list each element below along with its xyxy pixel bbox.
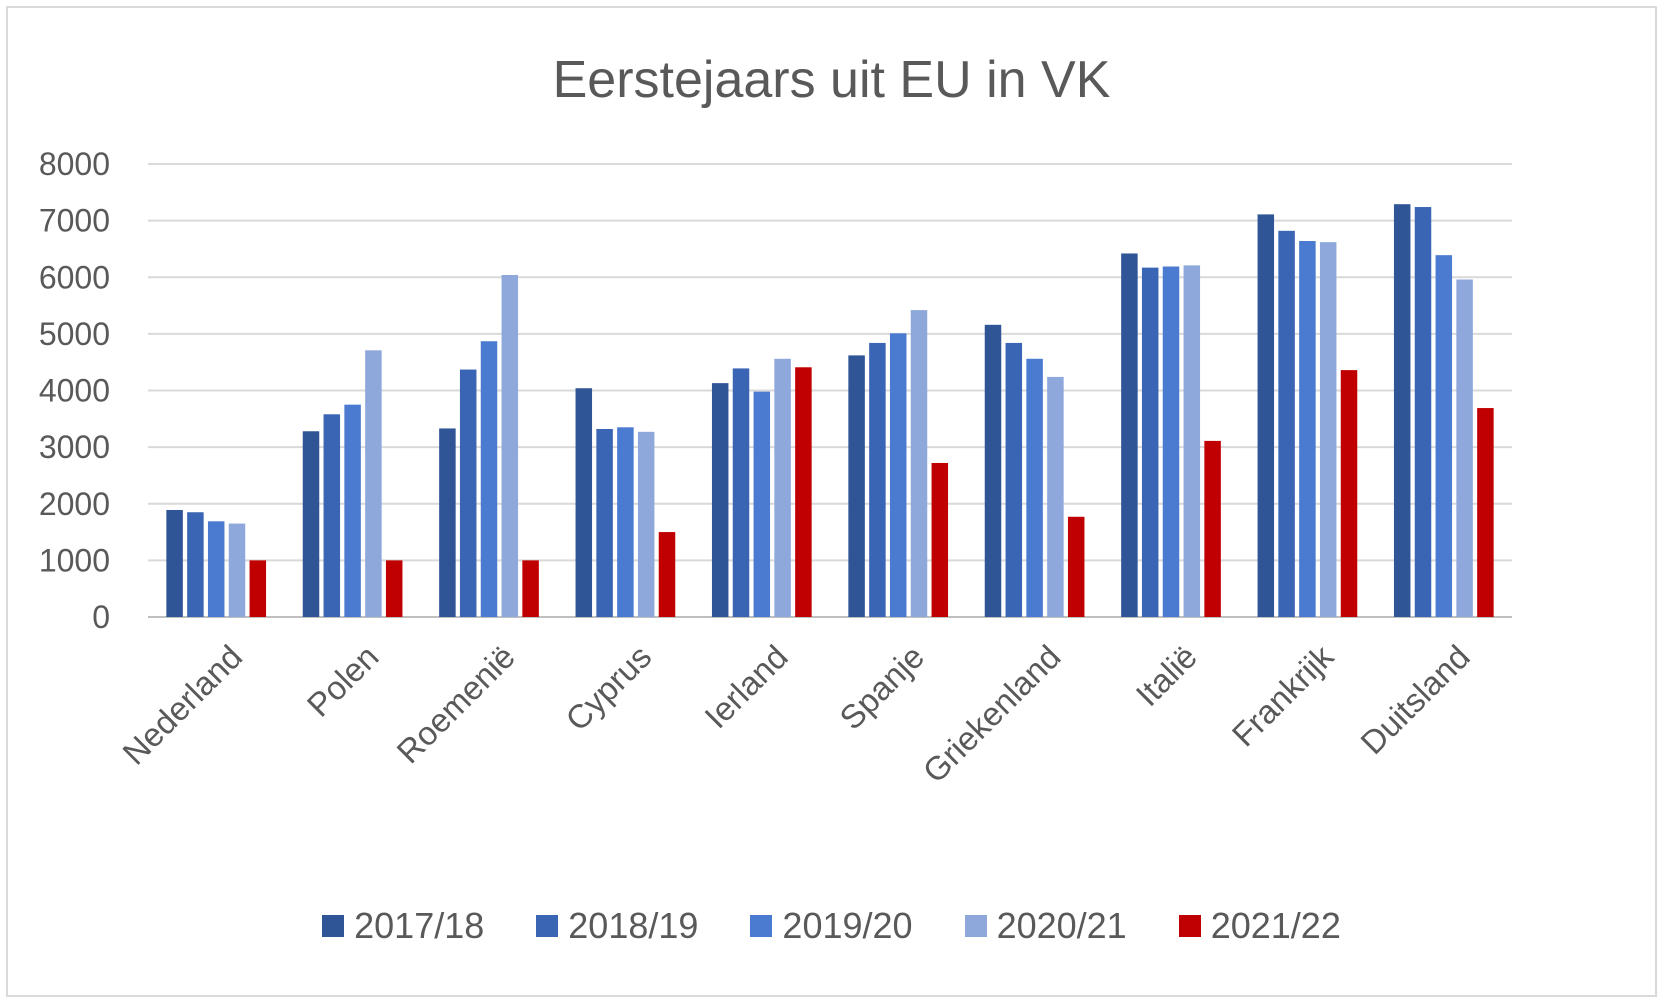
bar bbox=[711, 383, 729, 617]
x-category-label: Griekenland bbox=[916, 638, 1068, 790]
y-tick-label: 3000 bbox=[39, 429, 110, 465]
bar bbox=[1278, 230, 1295, 617]
bar bbox=[1005, 342, 1023, 617]
legend-label: 2017/18 bbox=[354, 905, 485, 946]
legend-swatch bbox=[1178, 915, 1201, 937]
bar bbox=[658, 532, 676, 617]
chart-legend: 2017/18 2018/19 2019/20 2020/21 2021/22 bbox=[0, 905, 1663, 947]
x-category-label: Duitsland bbox=[1353, 638, 1476, 761]
bar bbox=[480, 341, 498, 617]
bar bbox=[1477, 408, 1494, 617]
legend-swatch bbox=[750, 915, 773, 937]
bar bbox=[848, 355, 865, 617]
bar bbox=[207, 521, 225, 617]
bar bbox=[732, 368, 750, 617]
bar bbox=[187, 512, 204, 617]
bar bbox=[166, 509, 183, 617]
bar bbox=[1414, 207, 1432, 617]
bar bbox=[1162, 266, 1180, 617]
bar bbox=[1183, 265, 1201, 617]
bar bbox=[1067, 516, 1085, 617]
bar bbox=[302, 431, 320, 617]
x-category-label: Roemenië bbox=[389, 638, 522, 771]
bar bbox=[774, 358, 791, 617]
legend-item: 2021/22 bbox=[1178, 905, 1341, 947]
bar bbox=[323, 414, 341, 617]
y-tick-label: 6000 bbox=[39, 259, 110, 295]
x-category-label: Ierland bbox=[697, 638, 795, 736]
bar bbox=[459, 369, 477, 617]
bar bbox=[637, 431, 655, 617]
x-category-label: Frankrijk bbox=[1225, 637, 1341, 753]
x-category-label: Cyprus bbox=[558, 638, 658, 738]
bar bbox=[1340, 370, 1358, 617]
bar bbox=[1456, 279, 1473, 617]
bar bbox=[1393, 204, 1411, 618]
bar bbox=[1047, 376, 1064, 617]
y-tick-label: 1000 bbox=[39, 542, 110, 578]
x-category-label: Spanje bbox=[832, 638, 931, 737]
bar bbox=[1026, 358, 1043, 617]
bar bbox=[910, 310, 928, 617]
bar bbox=[522, 560, 539, 617]
bar bbox=[1141, 267, 1159, 617]
legend-item: 2020/21 bbox=[964, 905, 1127, 947]
y-tick-label: 5000 bbox=[39, 316, 110, 352]
bar bbox=[1204, 440, 1221, 617]
legend-label: 2019/20 bbox=[782, 905, 913, 946]
legend-label: 2020/21 bbox=[996, 905, 1127, 946]
bar bbox=[931, 462, 949, 617]
y-tick-label: 4000 bbox=[39, 373, 110, 409]
y-tick-label: 8000 bbox=[39, 146, 110, 182]
bar bbox=[365, 350, 382, 617]
legend-item: 2019/20 bbox=[750, 905, 913, 947]
bar bbox=[249, 560, 267, 617]
bar bbox=[1121, 253, 1138, 617]
bar bbox=[1319, 242, 1337, 617]
bar bbox=[1299, 241, 1316, 617]
legend-swatch bbox=[536, 915, 559, 937]
legend-item: 2017/18 bbox=[322, 905, 484, 947]
x-category-label: Polen bbox=[300, 638, 386, 724]
x-category-label: Italië bbox=[1128, 638, 1203, 713]
bar bbox=[1435, 255, 1453, 617]
legend-label: 2021/22 bbox=[1210, 905, 1341, 946]
bar bbox=[617, 427, 634, 617]
bar bbox=[889, 333, 907, 617]
y-tick-label: 0 bbox=[92, 599, 110, 635]
bar bbox=[228, 523, 246, 617]
bar bbox=[984, 324, 1002, 617]
x-category-label: Nederland bbox=[115, 638, 249, 772]
bar bbox=[869, 342, 886, 617]
bar bbox=[501, 274, 519, 617]
bar bbox=[439, 428, 456, 617]
bar bbox=[1257, 214, 1275, 618]
chart-frame bbox=[6, 6, 1657, 997]
y-tick-label: 2000 bbox=[39, 486, 110, 522]
bar bbox=[753, 391, 771, 617]
bar bbox=[596, 429, 613, 617]
y-tick-label: 7000 bbox=[39, 203, 110, 239]
bar bbox=[795, 367, 812, 617]
bar bbox=[344, 404, 361, 617]
bar bbox=[385, 560, 403, 617]
legend-swatch bbox=[964, 915, 987, 937]
chart-title: Eerstejaars uit EU in VK bbox=[552, 51, 1111, 109]
legend-item: 2018/19 bbox=[536, 905, 698, 947]
bar bbox=[575, 388, 593, 617]
legend-swatch bbox=[322, 915, 345, 937]
legend-label: 2018/19 bbox=[568, 905, 699, 946]
